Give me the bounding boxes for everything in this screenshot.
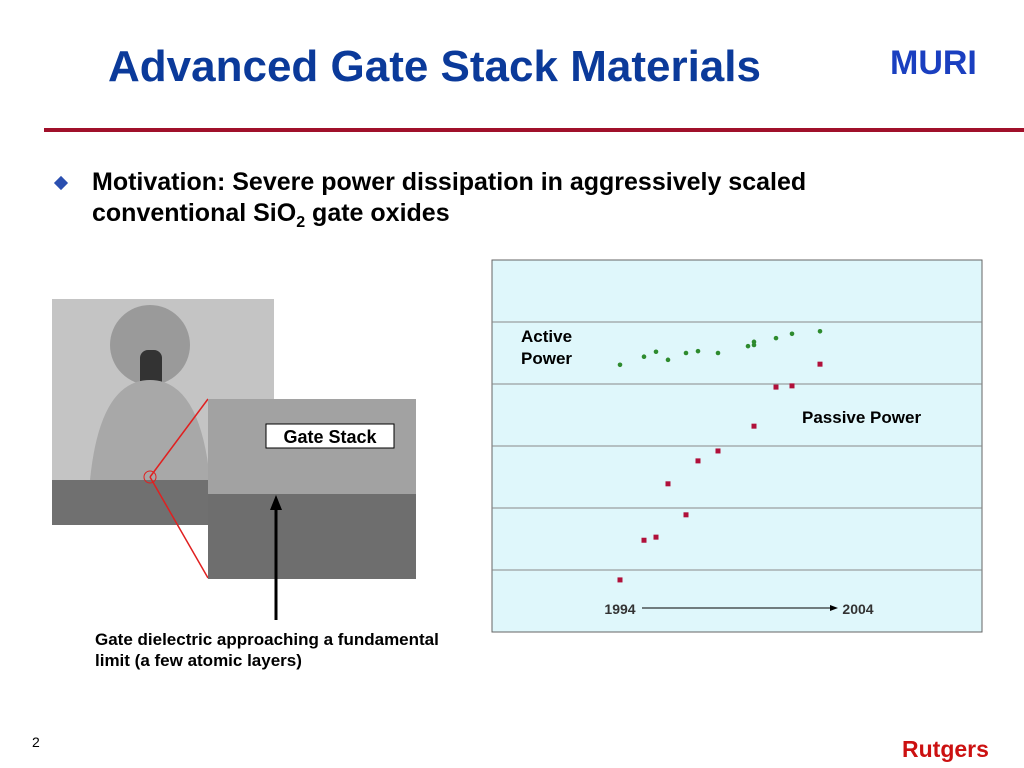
- slide-title: Advanced Gate Stack Materials: [108, 42, 761, 91]
- passive-point: [817, 361, 823, 367]
- active-point: [745, 343, 751, 349]
- passive-point: [683, 512, 689, 518]
- inset-label: Gate Stack: [283, 427, 377, 447]
- connector: [149, 398, 209, 478]
- highlight: [143, 470, 157, 484]
- organization: Rutgers: [902, 736, 989, 762]
- active-point: [641, 354, 647, 360]
- bullet-text: Motivation: Severe power dissipation in …: [92, 167, 942, 238]
- passive-point: [715, 448, 721, 454]
- active-point: [789, 331, 795, 337]
- connector: [149, 476, 209, 579]
- passive-point: [653, 534, 659, 540]
- active-point: [715, 350, 721, 356]
- active-label: Active Power: [521, 327, 573, 368]
- passive-label: Passive Power: [802, 408, 922, 427]
- passive-point: [773, 384, 779, 390]
- divider: [44, 128, 1024, 132]
- tem-shape: [90, 380, 210, 480]
- active-point: [665, 357, 671, 363]
- logo: MURI: [890, 44, 977, 82]
- passive-point: [751, 423, 757, 429]
- active-point: [617, 362, 623, 368]
- passive-point: [641, 537, 647, 543]
- active-point: [773, 335, 779, 341]
- subscript: 2: [296, 214, 306, 231]
- time-arrow-head: [830, 605, 838, 611]
- bullet-main: Motivation: Severe power dissipation in …: [92, 168, 807, 227]
- active-point: [695, 348, 701, 354]
- page-number: 2: [32, 734, 40, 750]
- passive-point: [789, 383, 795, 389]
- pointer-head: [270, 495, 282, 510]
- caption: Gate dielectric approaching a fundamenta…: [95, 630, 439, 670]
- active-point: [683, 350, 689, 356]
- active-point: [817, 329, 823, 334]
- passive-point: [695, 458, 701, 464]
- active-point: [751, 342, 757, 348]
- active-point: [653, 349, 659, 355]
- passive-point: [665, 481, 671, 487]
- end-label: 2004: [842, 601, 873, 617]
- inset-label-box: [265, 423, 395, 449]
- start-label: 1994: [604, 601, 635, 617]
- tem-shape: [110, 305, 190, 385]
- bullet-end: gate oxides: [305, 199, 450, 227]
- inset-layer: [208, 494, 416, 579]
- passive-point: [617, 577, 623, 583]
